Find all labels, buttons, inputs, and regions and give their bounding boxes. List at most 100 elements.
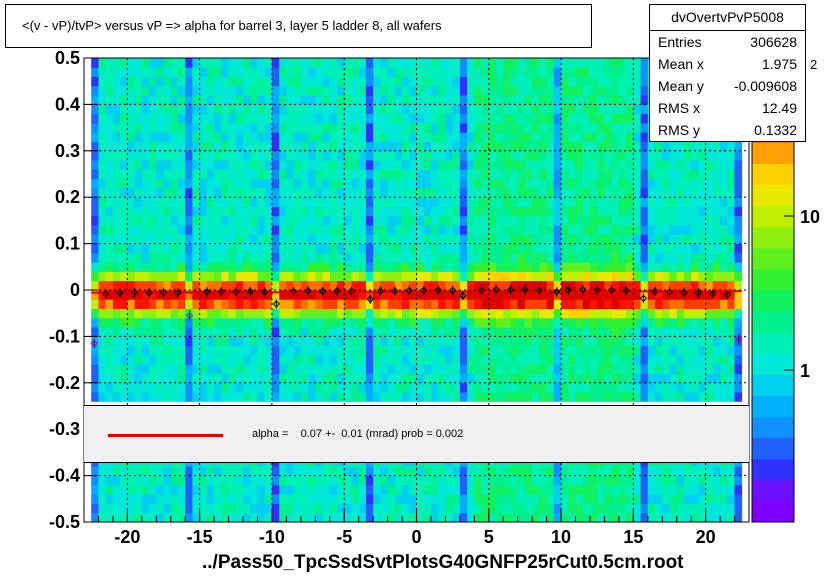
heatmap-cell (618, 225, 627, 235)
heatmap-cell (467, 475, 475, 486)
heatmap-cell (134, 364, 143, 374)
heatmap-cell (532, 290, 540, 300)
heatmap-cell (373, 327, 381, 337)
heatmap-cell (561, 364, 569, 374)
heatmap-cell (185, 280, 193, 291)
heatmap-cell (633, 345, 641, 356)
heatmap-cell (322, 95, 331, 105)
heatmap-cell (120, 345, 128, 356)
heatmap-cell (329, 141, 338, 152)
heatmap-cell (358, 290, 367, 300)
heatmap-cell (199, 123, 208, 133)
heatmap-cell (539, 206, 547, 217)
heatmap-layer (91, 58, 743, 523)
heatmap-cell (293, 95, 302, 105)
heatmap-cell (250, 252, 258, 263)
heatmap-cell (662, 327, 670, 337)
heatmap-cell (582, 85, 591, 96)
heatmap-cell (597, 132, 605, 142)
heatmap-cell (214, 355, 222, 365)
heatmap-cell (640, 252, 649, 263)
heatmap-cell (322, 262, 331, 272)
heatmap-cell (163, 382, 172, 393)
heatmap-cell (633, 169, 641, 180)
heatmap-cell (575, 160, 584, 170)
heatmap-cell (669, 475, 678, 486)
heatmap-cell (264, 280, 273, 291)
heatmap-cell (727, 234, 735, 244)
heatmap-cell (423, 271, 432, 282)
heatmap-cell (185, 160, 193, 170)
heatmap-cell (510, 392, 519, 402)
heatmap-cell (423, 132, 432, 142)
heatmap-cell (257, 317, 266, 328)
heatmap-cell (394, 327, 403, 337)
heatmap-cell (618, 475, 627, 486)
heatmap-cell (185, 494, 193, 504)
heatmap-cell (178, 169, 186, 180)
heatmap-cell (271, 85, 280, 96)
heatmap-cell (243, 345, 251, 356)
heatmap-cell (712, 494, 721, 504)
heatmap-cell (626, 392, 634, 402)
heatmap-cell (431, 290, 439, 300)
heatmap-cell (438, 327, 446, 337)
heatmap-cell (524, 169, 533, 180)
heatmap-cell (481, 234, 490, 244)
heatmap-cell (329, 160, 338, 170)
heatmap-cell (192, 178, 200, 189)
heatmap-cell (488, 104, 497, 115)
heatmap-cell (481, 355, 490, 365)
heatmap-cell (163, 123, 172, 133)
heatmap-cell (351, 503, 359, 514)
heatmap-cell (206, 215, 215, 226)
heatmap-cell (423, 123, 432, 133)
heatmap-cell (228, 373, 237, 384)
heatmap-cell (655, 364, 663, 374)
heatmap-cell (192, 336, 200, 347)
heatmap-cell (734, 484, 743, 495)
heatmap-cell (199, 252, 208, 263)
heatmap-cell (683, 484, 692, 495)
heatmap-cell (633, 373, 641, 384)
heatmap-cell (315, 243, 323, 254)
heatmap-cell (575, 308, 584, 319)
heatmap-cell (235, 67, 244, 77)
heatmap-cell (597, 76, 605, 87)
heatmap-cell (445, 150, 453, 161)
heatmap-cell (423, 178, 432, 189)
heatmap-cell (676, 503, 685, 514)
heatmap-cell (264, 271, 273, 282)
heatmap-cell (286, 169, 294, 180)
heatmap-cell (691, 243, 699, 254)
heatmap-cell (170, 392, 179, 402)
heatmap-cell (365, 327, 374, 337)
heatmap-cell (633, 243, 641, 254)
heatmap-cell (423, 58, 432, 68)
heatmap-cell (373, 317, 381, 328)
heatmap-cell (611, 271, 620, 282)
heatmap-cell (257, 225, 266, 235)
heatmap-cell (496, 123, 504, 133)
heatmap-cell (214, 243, 222, 254)
heatmap-cell (611, 150, 620, 161)
heatmap-cell (156, 58, 164, 68)
heatmap-cell (582, 345, 591, 356)
heatmap-cell (112, 271, 121, 282)
heatmap-cell (727, 262, 735, 272)
heatmap-cell (409, 336, 417, 347)
heatmap-cell (91, 141, 99, 152)
heatmap-cell (655, 252, 663, 263)
heatmap-cell (597, 58, 605, 68)
heatmap-cell (286, 503, 294, 514)
heatmap-cell (524, 382, 533, 393)
heatmap-cell (235, 345, 244, 356)
heatmap-cell (315, 132, 323, 142)
heatmap-cell (221, 187, 229, 198)
heatmap-cell (676, 206, 685, 217)
heatmap-cell (669, 141, 678, 152)
heatmap-cell (633, 512, 641, 523)
heatmap-cell (568, 317, 576, 328)
heatmap-cell (178, 308, 186, 319)
heatmap-cell (279, 58, 287, 68)
